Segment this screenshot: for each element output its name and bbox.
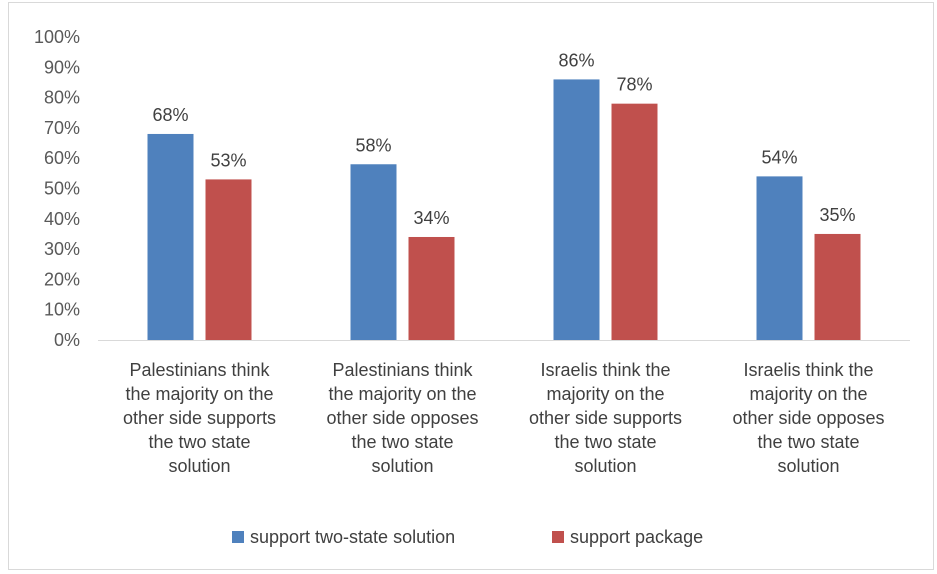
x-category-label-line: the two state [148,432,250,452]
x-category-label-line: other side supports [123,408,276,428]
x-category-label-line: the majority on the [125,384,273,404]
x-category-label: Israelis think the majority on the other s… [529,360,682,476]
y-tick-label: 70% [44,118,80,138]
bar [408,236,455,340]
legend-label: support package [570,527,703,547]
y-tick-label: 20% [44,269,80,289]
y-tick-label: 40% [44,209,80,229]
bar [147,133,194,340]
data-labels: 68% 53% 58% 34% 86% 78% 54% 35% [152,50,855,228]
x-category-label-line: solution [574,456,636,476]
data-label: 86% [558,50,594,70]
y-tick-label: 50% [44,179,80,199]
y-tick-label: 30% [44,239,80,259]
data-label: 54% [761,147,797,167]
x-category-label-line: other side opposes [326,408,478,428]
data-label: 78% [616,75,652,95]
x-axis: Palestinians think the majority on the oth… [98,340,910,476]
x-category-label-line: other side opposes [732,408,884,428]
x-category-label-line: solution [371,456,433,476]
y-axis: 0% 10% 20% 30% 40% 50% 60% 70% 80% 90% 100% [34,27,80,350]
data-label: 35% [819,205,855,225]
legend-swatch [552,531,564,543]
bar [756,176,803,340]
y-tick-label: 10% [44,300,80,320]
x-category-label: Palestinians think the majority on the oth… [123,360,276,476]
x-category-label-line: other side supports [529,408,682,428]
legend-label: support two-state solution [250,527,455,547]
x-category-label-line: Palestinians think [332,360,473,380]
x-category-label: Palestinians think the majority on the oth… [326,360,478,476]
legend-swatch [232,531,244,543]
y-tick-label: 60% [44,148,80,168]
y-tick-label: 0% [54,330,80,350]
bars [147,79,861,341]
bar [814,233,861,340]
bar [553,79,600,341]
x-category-label-line: solution [777,456,839,476]
x-category-label-line: Israelis think the [743,360,873,380]
y-tick-label: 80% [44,88,80,108]
x-category-label-line: Israelis think the [540,360,670,380]
y-tick-label: 90% [44,57,80,77]
bar [350,164,397,340]
x-category-label-line: solution [168,456,230,476]
bar [611,103,658,340]
x-category-label-line: Palestinians think [129,360,270,380]
x-category-label-line: the two state [554,432,656,452]
data-label: 58% [355,135,391,155]
x-category-label-line: majority on the [749,384,867,404]
data-label: 34% [413,208,449,228]
data-label: 68% [152,105,188,125]
x-category-label-line: the two state [351,432,453,452]
x-category-label-line: the majority on the [328,384,476,404]
x-category-label: Israelis think the majority on the other s… [732,360,884,476]
x-category-label-line: majority on the [546,384,664,404]
legend: support two-state solution support packag… [232,527,703,547]
bar [205,179,252,340]
x-category-label-line: the two state [757,432,859,452]
data-label: 53% [210,150,246,170]
y-tick-label: 100% [34,27,80,47]
